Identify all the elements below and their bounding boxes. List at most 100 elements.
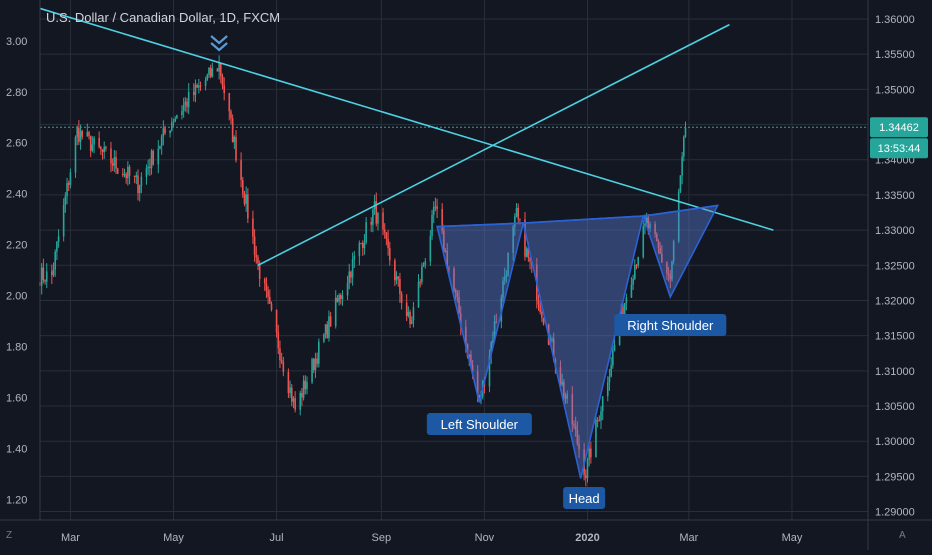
- candle: [566, 390, 569, 404]
- candle-body: [174, 118, 176, 122]
- candle: [677, 188, 680, 244]
- candle-body: [171, 122, 173, 131]
- candle: [630, 277, 633, 298]
- candle-body: [88, 132, 90, 136]
- candle: [220, 62, 222, 84]
- candle: [135, 171, 138, 185]
- candle: [410, 316, 413, 325]
- candle-body: [441, 209, 443, 231]
- candle: [169, 130, 171, 138]
- candle-body: [157, 148, 160, 165]
- candle: [123, 168, 126, 178]
- candle-body: [241, 179, 244, 194]
- candle: [669, 270, 672, 289]
- candle: [542, 317, 545, 326]
- candle: [590, 441, 592, 464]
- candle-body: [350, 271, 352, 278]
- timezone-button[interactable]: Z: [6, 530, 13, 541]
- candle: [443, 224, 445, 253]
- candle: [348, 263, 351, 290]
- right-tick-label: 1.33500: [875, 190, 915, 202]
- candle-body: [111, 163, 114, 166]
- candle: [324, 323, 327, 339]
- candle: [44, 279, 46, 285]
- candle-body: [78, 127, 80, 142]
- candle-body: [290, 387, 293, 402]
- candle: [252, 210, 254, 245]
- candle-body: [42, 267, 45, 280]
- neckline[interactable]: [437, 204, 718, 228]
- candle: [76, 125, 78, 146]
- candle: [585, 469, 587, 487]
- candle: [314, 352, 317, 379]
- candle: [98, 131, 100, 149]
- drawings[interactable]: Left Shoulder Head Right Shoulder: [39, 7, 868, 509]
- candle: [370, 217, 373, 232]
- candle: [318, 338, 320, 368]
- uptrend-line[interactable]: [257, 23, 730, 266]
- candle-body: [182, 105, 185, 112]
- candle-body: [527, 248, 530, 258]
- candle-body: [123, 174, 126, 176]
- candle-body: [586, 459, 589, 479]
- candle: [657, 239, 660, 254]
- right-tick-label: 1.36000: [875, 14, 915, 26]
- candle-body: [459, 313, 462, 327]
- candle-body: [606, 382, 609, 397]
- candle-body: [324, 324, 327, 335]
- candle: [672, 239, 675, 265]
- candle: [230, 109, 232, 125]
- candle: [282, 356, 285, 377]
- candle-body: [571, 394, 574, 425]
- candle: [334, 290, 337, 329]
- candle: [446, 243, 449, 270]
- candle: [625, 293, 628, 311]
- candle-body: [576, 429, 579, 444]
- candle: [595, 414, 597, 458]
- right-shoulder-label[interactable]: Right Shoulder: [614, 314, 727, 336]
- candle-body: [470, 354, 472, 365]
- candle-body: [199, 85, 202, 87]
- candle-body: [405, 302, 408, 316]
- candle: [586, 457, 589, 483]
- left-shoulder-label[interactable]: Left Shoulder: [426, 413, 532, 435]
- candle-body: [502, 280, 504, 298]
- candle-body: [318, 341, 320, 364]
- candle: [64, 192, 67, 213]
- candle: [654, 221, 656, 238]
- head-label[interactable]: Head: [563, 487, 606, 509]
- candle-body: [56, 241, 58, 252]
- candle: [634, 259, 636, 281]
- left-tick-label: 2.20: [6, 240, 27, 252]
- candle: [301, 387, 303, 407]
- candle-body: [121, 173, 124, 176]
- downtrend-line[interactable]: [39, 7, 774, 231]
- candle-body: [263, 278, 266, 284]
- candle-body: [672, 241, 675, 262]
- candle-body: [216, 68, 219, 72]
- candle-body: [91, 144, 94, 151]
- auto-scale-button[interactable]: A: [899, 530, 906, 541]
- candle: [667, 266, 670, 282]
- candle: [121, 168, 124, 178]
- candles: [39, 55, 687, 487]
- candle: [684, 121, 687, 138]
- candle: [424, 257, 427, 269]
- candle: [245, 186, 247, 212]
- candle-body: [301, 393, 303, 398]
- candle-body: [40, 267, 43, 286]
- candle-body: [644, 223, 646, 227]
- chevron-stroke: [210, 42, 228, 52]
- candle: [524, 212, 526, 261]
- candle: [111, 158, 114, 171]
- candle: [365, 217, 367, 245]
- candle: [247, 188, 249, 224]
- candle-body: [204, 80, 207, 86]
- candle-body: [448, 268, 450, 270]
- candle-body: [443, 230, 445, 253]
- candle-body: [299, 393, 302, 410]
- candle: [661, 245, 663, 264]
- candle-body: [596, 419, 599, 421]
